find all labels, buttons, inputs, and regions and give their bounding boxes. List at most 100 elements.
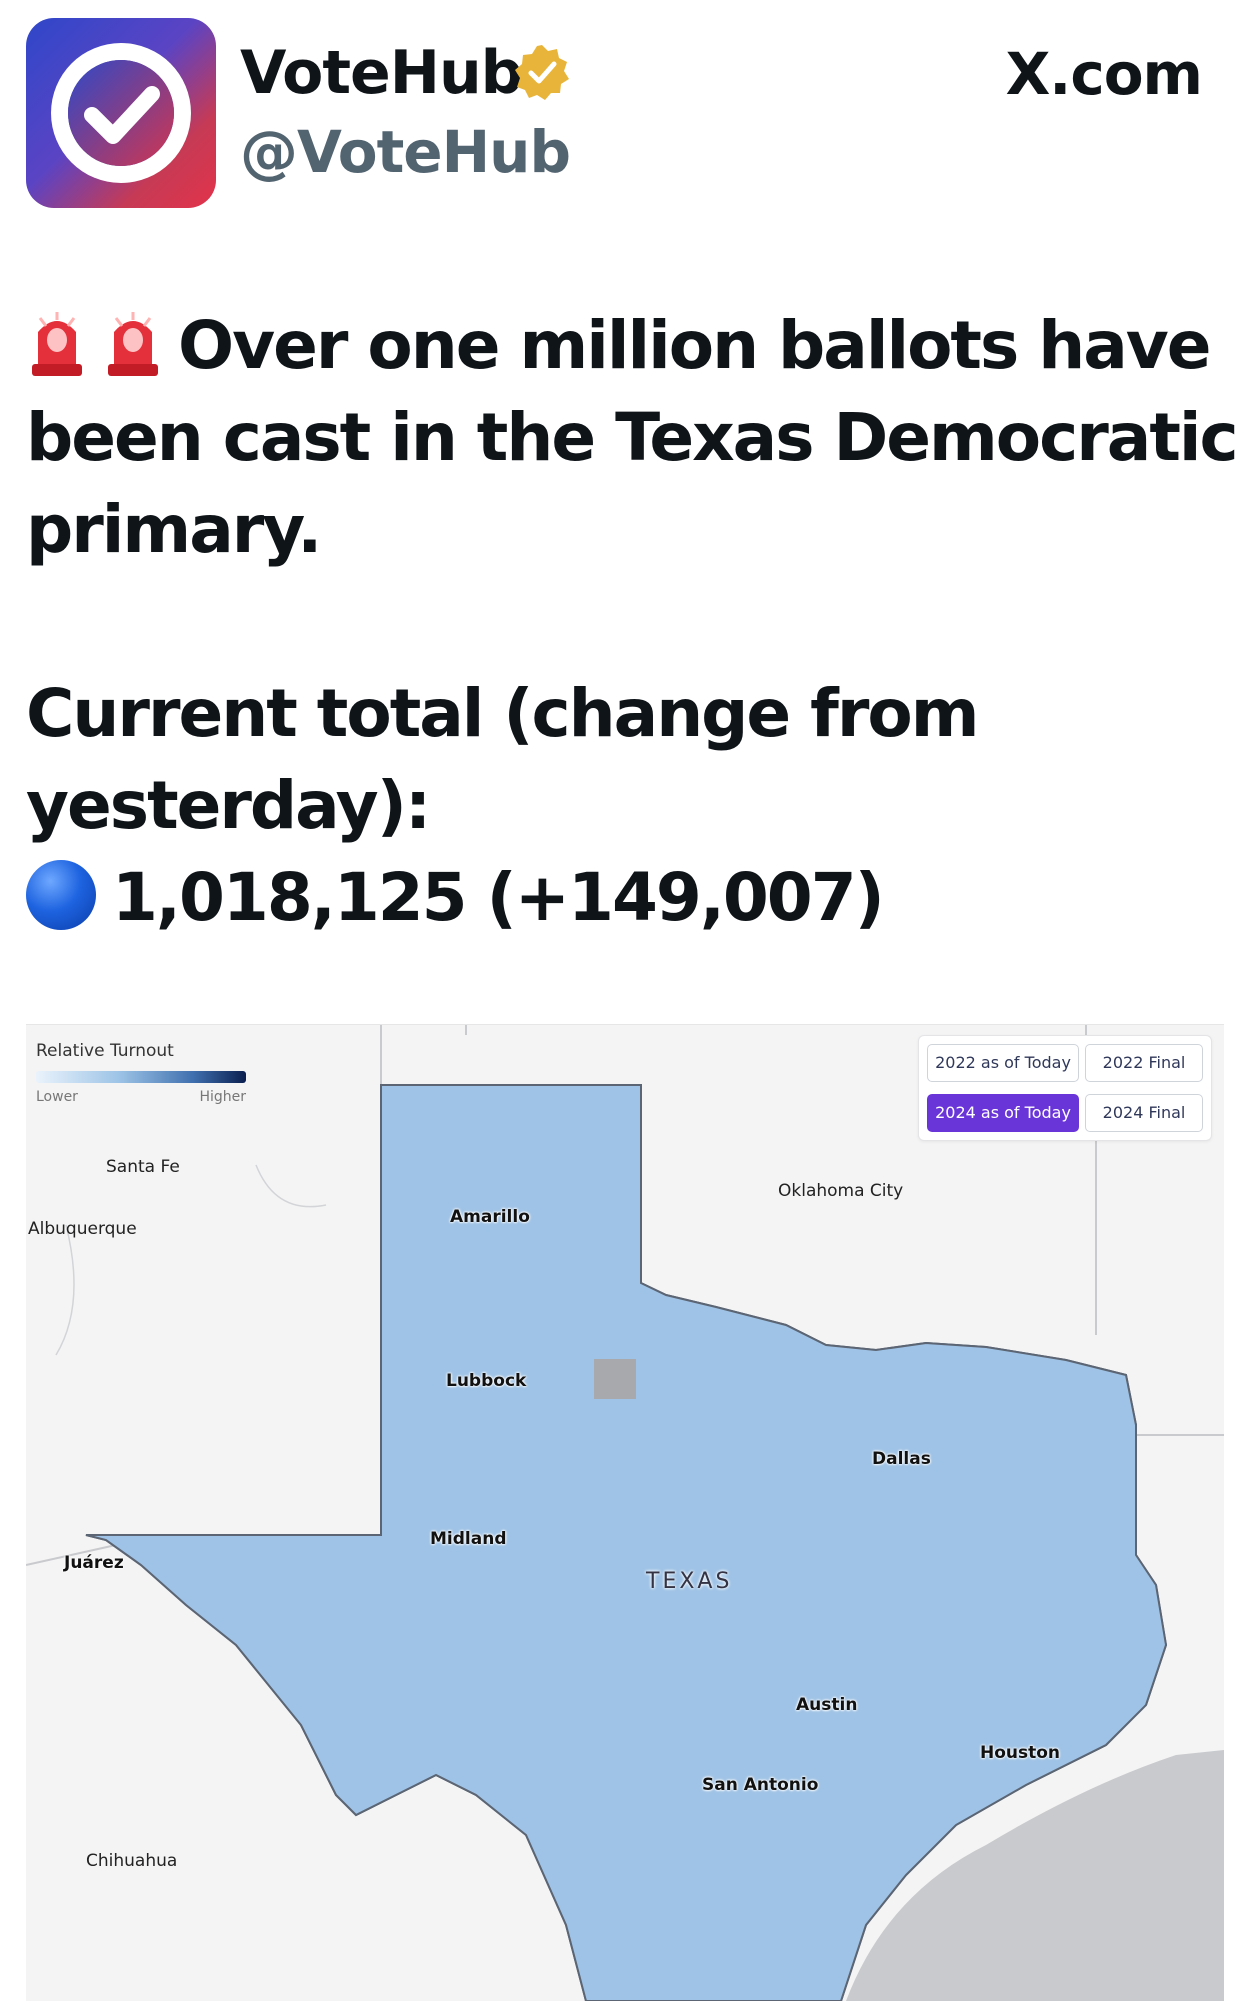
toggle-2024-final[interactable]: 2024 Final — [1085, 1094, 1203, 1132]
county-tile — [219, 1326, 257, 1364]
county-tile — [1155, 1254, 1166, 1292]
city-label-midland: Midland — [430, 1529, 507, 1549]
county-tile — [147, 1254, 185, 1292]
display-name[interactable]: VoteHub — [240, 38, 524, 108]
county-tile — [183, 1326, 221, 1364]
county-tile — [219, 1686, 257, 1724]
legend-high-label: Higher — [199, 1089, 246, 1105]
county-tile — [975, 1254, 1013, 1292]
county-tile — [111, 1938, 149, 1976]
user-handle[interactable]: @VoteHub — [240, 118, 571, 186]
county-tile — [1119, 1326, 1157, 1364]
county-tile — [939, 1290, 977, 1328]
checkmark-logo-icon — [51, 43, 191, 183]
county-tile — [219, 1722, 257, 1760]
county-tile — [327, 1326, 365, 1364]
county-tile — [147, 1938, 185, 1976]
county-tile — [86, 1614, 113, 1652]
county-tile — [759, 1085, 797, 1112]
tweet-line-1-text: Over one million ballots have — [178, 307, 1212, 384]
county-tile — [1155, 1722, 1166, 1760]
county-tile — [255, 1758, 293, 1796]
county-tile — [867, 1146, 905, 1184]
police-siren-icon — [32, 312, 82, 376]
county-tile — [327, 1434, 365, 1472]
county-tile — [291, 1794, 329, 1832]
county-tile — [1119, 1218, 1157, 1256]
county-tile — [219, 1218, 257, 1256]
county-tile — [723, 1182, 761, 1220]
county-tile — [867, 1290, 905, 1328]
county-tile — [939, 1254, 977, 1292]
county-tile — [111, 1614, 149, 1652]
county-tile — [651, 1146, 689, 1184]
county-tile — [86, 1182, 113, 1220]
county-tile — [183, 1686, 221, 1724]
county-tile — [867, 1254, 905, 1292]
county-tile — [183, 1362, 221, 1400]
county-tile — [795, 1254, 833, 1292]
county-tile — [86, 1398, 113, 1436]
county-tile — [327, 1182, 365, 1220]
toggle-2022-as-of-today[interactable]: 2022 as of Today — [927, 1044, 1079, 1082]
county-tile — [291, 1326, 329, 1364]
turnout-map[interactable]: Relative Turnout Lower Higher 2022 as of… — [26, 1024, 1224, 2001]
tweet-line-3: primary. — [26, 491, 322, 568]
county-tile — [975, 1182, 1013, 1220]
county-tile — [687, 1146, 725, 1184]
county-tile — [831, 1085, 869, 1112]
county-tile — [327, 1938, 365, 1976]
county-tile — [291, 1254, 329, 1292]
county-tile — [399, 1974, 437, 2001]
county-tile — [939, 1146, 977, 1184]
county-tile — [183, 1830, 221, 1868]
toggle-2024-as-of-today[interactable]: 2024 as of Today — [927, 1094, 1079, 1132]
votehub-avatar[interactable] — [26, 18, 216, 208]
legend-low-label: Lower — [36, 1089, 78, 1105]
county-tile — [1119, 1290, 1157, 1328]
tweet-line-5: yesterday): — [26, 767, 431, 844]
county-tile — [291, 1362, 329, 1400]
county-tile — [723, 1146, 761, 1184]
county-tile — [759, 1110, 797, 1148]
county-tile — [219, 1254, 257, 1292]
county-tile — [219, 1362, 257, 1400]
city-label-juarez: Juárez — [64, 1553, 124, 1573]
county-tile — [1011, 1146, 1049, 1184]
county-tile — [111, 1650, 149, 1688]
county-tile — [147, 1758, 185, 1796]
county-tile — [687, 1085, 725, 1112]
county-tile — [363, 1974, 401, 2001]
city-label-austin: Austin — [796, 1695, 858, 1715]
period-toggle-group: 2022 as of Today 2022 Final 2024 as of T… — [918, 1035, 1212, 1141]
county-tile — [183, 1794, 221, 1832]
county-tile — [147, 1182, 185, 1220]
county-tile — [327, 1085, 365, 1112]
county-tile — [219, 1794, 257, 1832]
no-data-county — [594, 1359, 636, 1399]
county-tile — [327, 1362, 365, 1400]
blue-circle-icon — [26, 860, 96, 930]
county-tile — [86, 1938, 113, 1976]
toggle-2022-final[interactable]: 2022 Final — [1085, 1044, 1203, 1082]
county-tile — [147, 1326, 185, 1364]
county-tile — [1155, 1146, 1166, 1184]
county-tile — [183, 1866, 221, 1904]
county-tile — [831, 1290, 869, 1328]
county-tile — [507, 1938, 545, 1976]
county-tile — [1155, 1578, 1166, 1616]
county-tile — [255, 1794, 293, 1832]
county-tile — [939, 1182, 977, 1220]
police-siren-icon — [108, 312, 158, 376]
county-tile — [291, 1902, 329, 1940]
city-label-amarillo: Amarillo — [450, 1207, 530, 1227]
county-tile — [291, 1434, 329, 1472]
county-tile — [291, 1085, 329, 1112]
county-tile — [219, 1974, 257, 2001]
state-label-texas: TEXAS — [646, 1569, 733, 1594]
county-tile — [435, 1902, 473, 1940]
county-tile — [86, 1470, 113, 1508]
county-tile — [327, 1974, 365, 2001]
county-tile — [183, 1974, 221, 2001]
county-tile — [903, 1146, 941, 1184]
